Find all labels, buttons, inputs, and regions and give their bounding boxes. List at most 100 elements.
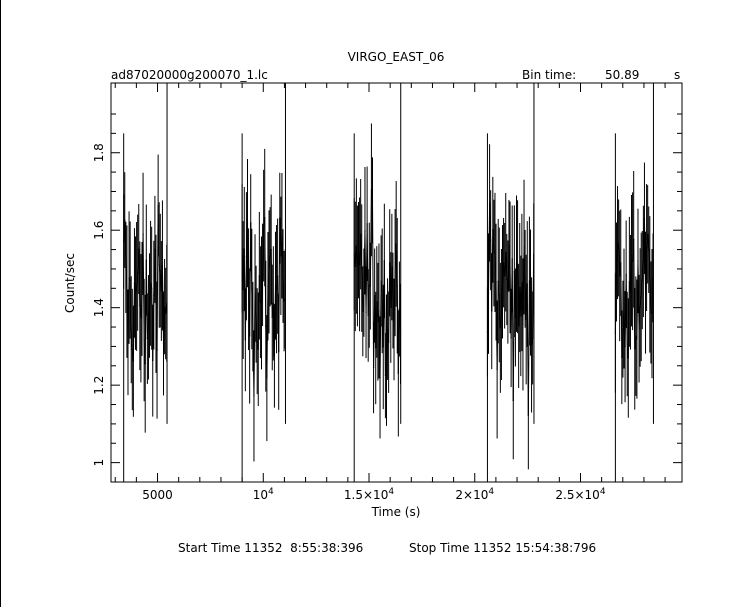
connector	[138, 249, 141, 306]
light-curve-segment	[123, 83, 168, 482]
connector	[494, 252, 497, 283]
connector	[522, 247, 525, 325]
connector	[163, 306, 166, 344]
connector	[251, 288, 254, 327]
connector	[147, 305, 151, 328]
connector	[150, 283, 153, 289]
connector	[367, 285, 370, 316]
connector	[130, 329, 133, 350]
connector	[618, 247, 621, 276]
connector	[360, 234, 363, 269]
connector	[375, 301, 378, 349]
connector	[497, 281, 500, 295]
connector	[633, 239, 636, 349]
connector	[629, 260, 633, 293]
connector	[527, 281, 530, 416]
connector	[128, 277, 131, 281]
connector	[627, 281, 630, 359]
connector	[268, 256, 271, 272]
connector	[514, 263, 517, 318]
connector	[380, 280, 383, 291]
connector	[125, 267, 128, 292]
connector	[371, 200, 375, 368]
connector	[250, 222, 253, 290]
connector	[154, 249, 157, 304]
connector	[244, 256, 247, 340]
y-axis-label: Count/sec	[63, 253, 77, 313]
connector	[385, 329, 389, 361]
x-tick-label: 1.5×104	[344, 487, 394, 502]
connector	[369, 189, 372, 287]
connector	[640, 280, 643, 297]
light-curve-segment	[353, 83, 402, 482]
plot-frame	[110, 82, 683, 483]
connector	[270, 249, 273, 318]
connector	[488, 202, 491, 294]
connector	[129, 280, 132, 330]
x-axis-label: Time (s)	[371, 505, 421, 519]
connector	[651, 277, 654, 314]
light-curve-segment	[241, 83, 286, 482]
connector	[258, 275, 261, 303]
stop-time: Stop Time 11352 15:54:38:796	[409, 541, 597, 555]
connector	[152, 295, 155, 361]
connector	[253, 288, 256, 396]
connector	[246, 223, 250, 290]
connector	[507, 245, 510, 293]
y-tick-label: 1.6	[92, 221, 106, 240]
connector	[620, 262, 623, 358]
connector	[397, 309, 400, 374]
connector	[156, 205, 159, 351]
connector	[376, 301, 379, 322]
connector	[264, 217, 267, 327]
connector	[634, 336, 637, 349]
connector	[262, 225, 265, 275]
connector	[393, 272, 396, 330]
connector	[496, 281, 499, 370]
connector	[273, 285, 276, 356]
bin-time-label: Bin time:	[522, 68, 576, 82]
connector	[142, 233, 145, 341]
connector	[615, 242, 619, 272]
connector	[512, 271, 515, 401]
light-curve-segment	[486, 83, 535, 482]
x-tick-label: 2×104	[455, 487, 494, 502]
connector	[158, 264, 161, 271]
connector	[379, 280, 382, 378]
connector	[391, 267, 394, 301]
connector	[257, 275, 260, 350]
file-label: ad87020000g200070_1.lc	[111, 68, 268, 82]
connector	[281, 235, 284, 277]
connector	[489, 202, 492, 241]
connector	[645, 247, 648, 293]
connector	[279, 218, 282, 256]
connector	[366, 223, 369, 316]
light-curve-segment	[614, 83, 654, 482]
connector	[516, 263, 519, 267]
bin-time-unit: s	[674, 68, 680, 82]
connector	[124, 220, 127, 268]
start-time: Start Time 11352 8:55:38:396	[178, 541, 364, 555]
window-edge	[0, 0, 1, 607]
connector	[508, 245, 511, 268]
bin-time-value: 50.89	[605, 68, 639, 82]
connector	[638, 307, 641, 329]
connector	[647, 234, 650, 250]
y-tick-label: 1.8	[92, 143, 106, 162]
connector	[625, 274, 628, 345]
connector	[531, 337, 534, 346]
connector	[384, 360, 387, 376]
connector	[523, 247, 526, 279]
connector	[140, 298, 143, 319]
connector	[260, 274, 264, 303]
connector	[528, 280, 531, 293]
connector	[132, 282, 135, 362]
connector	[498, 294, 501, 328]
y-tick-label: 1	[92, 459, 106, 467]
connector	[505, 252, 508, 280]
connector	[492, 229, 495, 254]
connector	[639, 296, 642, 308]
connector	[529, 292, 533, 345]
connector	[157, 205, 160, 266]
